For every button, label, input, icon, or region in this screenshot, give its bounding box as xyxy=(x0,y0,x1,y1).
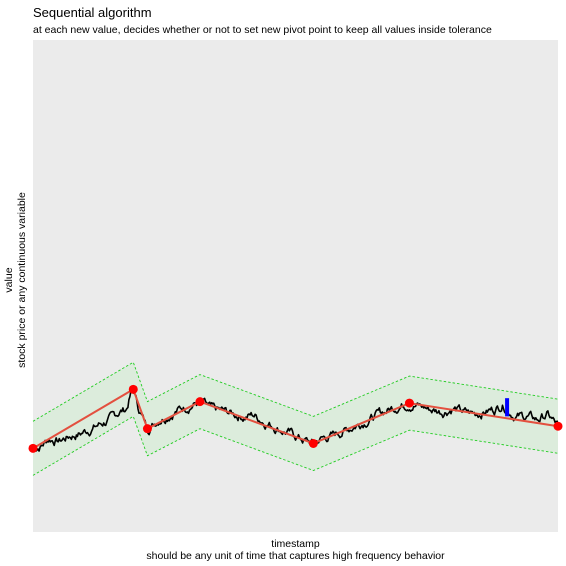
series-group xyxy=(32,387,559,452)
pivot-point xyxy=(28,443,38,453)
pivot-point xyxy=(404,398,414,408)
tolerance-band xyxy=(32,361,559,476)
tolerance-upper-line xyxy=(32,361,559,422)
x-axis-label: timestamp xyxy=(271,538,320,550)
pivot-group xyxy=(28,384,563,453)
x-axis-sublabel: should be any unit of time that captures… xyxy=(146,550,445,562)
chart-title: Sequential algorithm xyxy=(33,5,152,20)
pivot-point xyxy=(553,421,563,431)
pivot-point xyxy=(128,384,138,394)
pivot-point xyxy=(195,397,205,407)
series-line xyxy=(32,387,559,452)
tolerance-fill xyxy=(33,362,558,476)
tolerance-lower-line xyxy=(32,415,559,476)
chart-subtitle: at each new value, decides whether or no… xyxy=(33,24,492,36)
pivot-point xyxy=(142,424,152,434)
pivot-point xyxy=(308,438,318,448)
